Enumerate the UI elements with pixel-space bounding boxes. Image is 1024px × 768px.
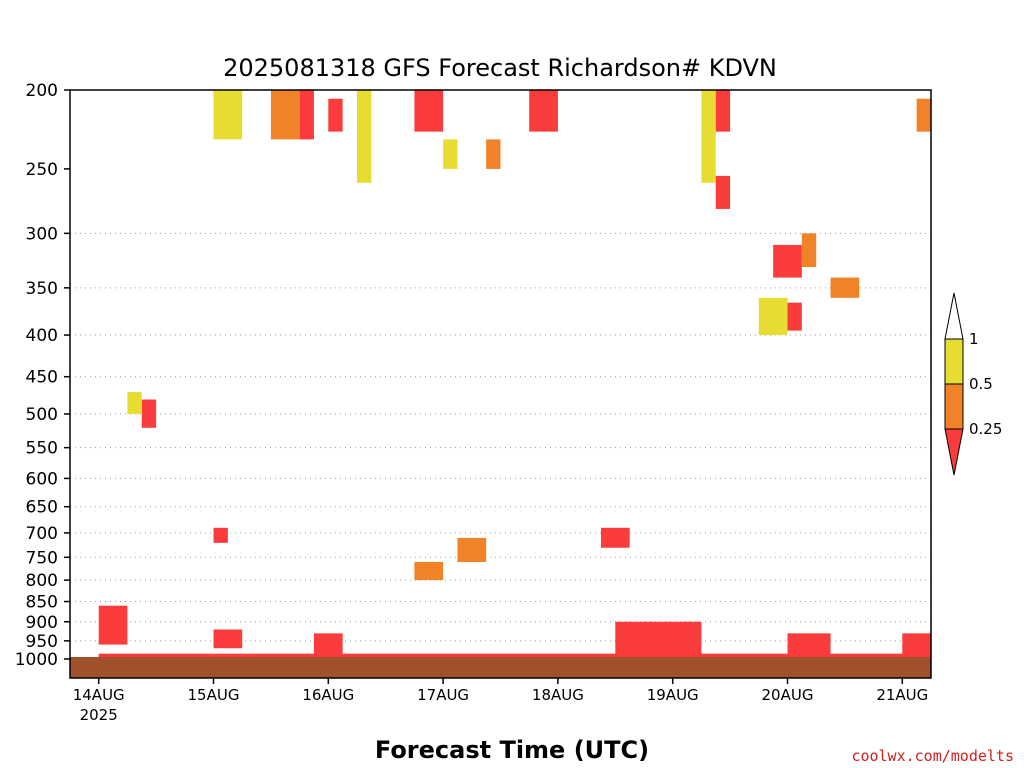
ytick-label-400: 400 bbox=[26, 326, 58, 346]
ri-cell-25 bbox=[213, 629, 243, 649]
legend-swatch-0.5-1 bbox=[944, 338, 964, 385]
ytick-label-850: 850 bbox=[26, 593, 58, 613]
time-axis: 14AUG 2025 15AUG 16AUG 17AUG 18AUG 19AUG 20AUG 2… bbox=[73, 678, 928, 724]
xtick-sublabel-0: 2025 bbox=[80, 706, 118, 724]
ri-cell-5 bbox=[414, 90, 444, 132]
ri-cell-3 bbox=[328, 98, 343, 132]
ri-cell-24 bbox=[98, 605, 128, 645]
chart-title: 2025081318 GFS Forecast Richardson# KDVN bbox=[223, 54, 777, 82]
ytick-label-650: 650 bbox=[26, 498, 58, 518]
ytick-label-300: 300 bbox=[26, 224, 58, 244]
ytick-label-900: 900 bbox=[26, 613, 58, 633]
x-axis-label: Forecast Time (UTC) bbox=[375, 736, 649, 764]
xtick-label-7: 21AUG bbox=[876, 686, 928, 704]
ri-cell-20 bbox=[801, 233, 817, 268]
ytick-label-450: 450 bbox=[26, 368, 58, 388]
ri-cell-19 bbox=[773, 244, 802, 278]
ytick-label-750: 750 bbox=[26, 548, 58, 568]
ri-cell-23 bbox=[830, 277, 860, 298]
ri-cell-18 bbox=[600, 527, 630, 548]
ri-cell-7 bbox=[486, 139, 501, 169]
plot-frame bbox=[69, 89, 932, 679]
xtick-label-5: 19AUG bbox=[647, 686, 699, 704]
source-credit: coolwx.com/modelts bbox=[851, 747, 1014, 765]
xtick-label-4: 18AUG bbox=[532, 686, 584, 704]
gridlines bbox=[70, 232, 931, 660]
ri-cell-10 bbox=[715, 90, 731, 132]
ri-cell-4 bbox=[357, 90, 372, 183]
ri-cell-0 bbox=[213, 90, 243, 140]
ytick-label-800: 800 bbox=[26, 571, 58, 591]
legend-bottom-arrow bbox=[944, 428, 964, 476]
legend-label-1: 0.5 bbox=[969, 375, 993, 393]
ri-cell-26 bbox=[313, 633, 343, 656]
xtick-label-2: 16AUG bbox=[302, 686, 354, 704]
xtick-label-6: 20AUG bbox=[762, 686, 814, 704]
ri-cell-15 bbox=[213, 527, 228, 543]
ri-cell-30 bbox=[98, 653, 931, 659]
ri-cell-1 bbox=[270, 90, 300, 140]
ytick-label-1000: 1000 bbox=[15, 650, 58, 670]
legend-label-2: 0.25 bbox=[969, 420, 1002, 438]
ri-cell-6 bbox=[443, 139, 458, 169]
legend-swatch-0.25-0.5 bbox=[944, 383, 964, 430]
ri-cell-21 bbox=[758, 297, 788, 336]
ri-cell-9 bbox=[701, 90, 716, 183]
ytick-label-600: 600 bbox=[26, 469, 58, 489]
ri-cell-13 bbox=[141, 399, 157, 428]
ri-cell-8 bbox=[529, 90, 558, 132]
legend-label-0: 1 bbox=[969, 330, 979, 348]
ytick-label-950: 950 bbox=[26, 632, 58, 652]
ytick-label-500: 500 bbox=[26, 405, 58, 425]
ri-cell-14 bbox=[127, 392, 142, 414]
xtick-label-1: 15AUG bbox=[188, 686, 240, 704]
ri-cell-28 bbox=[787, 633, 831, 656]
ri-cell-12 bbox=[916, 98, 931, 132]
richardson-cells bbox=[98, 90, 931, 659]
ytick-label-250: 250 bbox=[26, 160, 58, 180]
ri-cell-17 bbox=[457, 537, 487, 562]
xtick-label-3: 17AUG bbox=[417, 686, 469, 704]
ri-cell-22 bbox=[787, 302, 802, 331]
xtick-label-0: 14AUG bbox=[73, 686, 125, 704]
ytick-label-350: 350 bbox=[26, 279, 58, 299]
ri-cell-11 bbox=[715, 175, 731, 209]
ri-cell-16 bbox=[414, 561, 444, 581]
colorbar-legend: 1 0.5 0.25 bbox=[944, 292, 1002, 476]
pressure-axis: 200 250 300 350 400 450 500 550 600 650 700 750 8008… bbox=[15, 81, 70, 670]
below-ground-band bbox=[70, 657, 931, 678]
ri-cell-2 bbox=[299, 90, 314, 140]
ytick-label-700: 700 bbox=[26, 524, 58, 544]
legend-top-arrow bbox=[944, 292, 964, 340]
ri-cell-29 bbox=[902, 633, 931, 656]
ytick-label-550: 550 bbox=[26, 439, 58, 459]
ytick-label-200: 200 bbox=[26, 81, 58, 101]
ri-cell-27 bbox=[615, 621, 702, 656]
